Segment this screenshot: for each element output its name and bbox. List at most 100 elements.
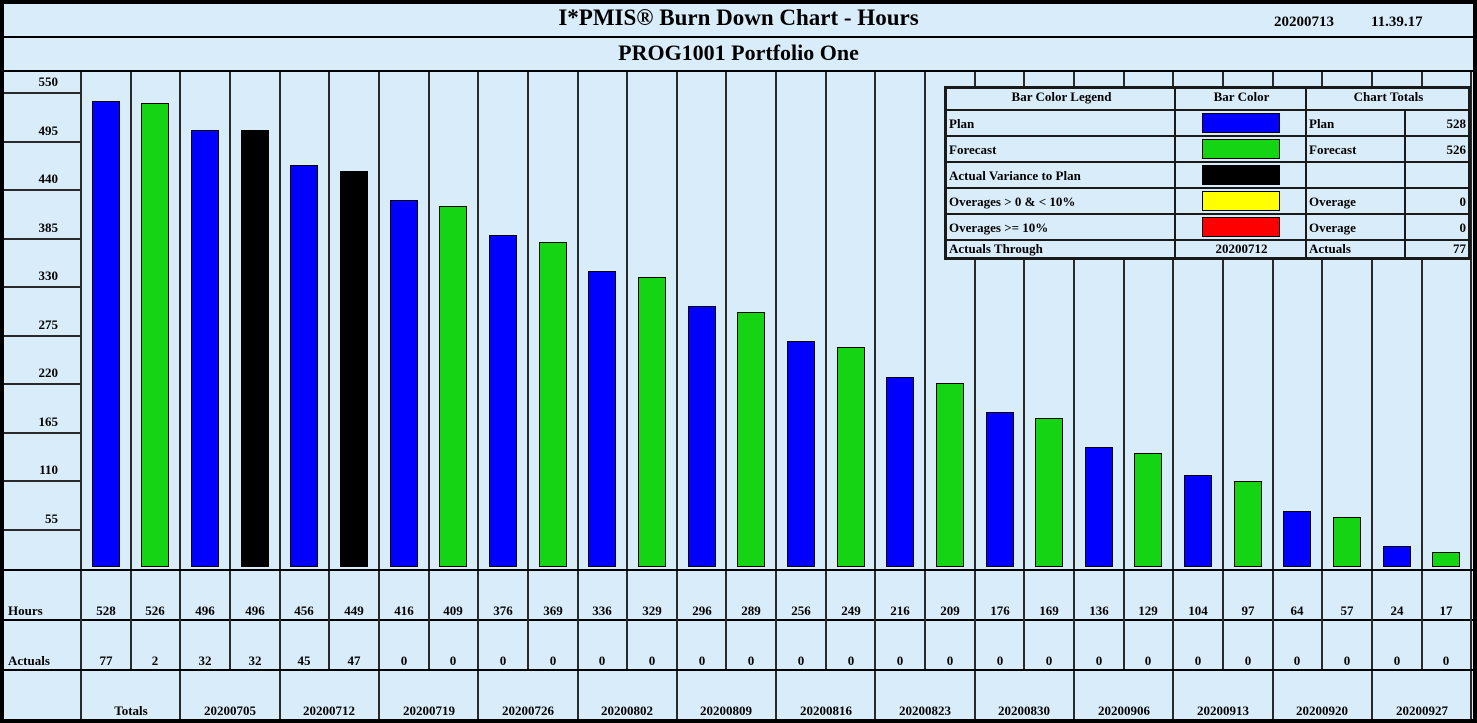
date-column-line: [1073, 671, 1075, 719]
legend-actuals-label: Actuals: [1306, 240, 1405, 258]
hours-value: 376: [493, 603, 513, 618]
column-line: [825, 72, 827, 569]
date-column-line: [1272, 671, 1274, 719]
column-line: [1172, 72, 1174, 569]
y-tick-label: 55: [45, 510, 58, 526]
table-column-line: [924, 571, 926, 669]
actuals-value: 0: [598, 653, 606, 668]
actuals-value: 0: [896, 653, 904, 668]
actuals-label: Actuals: [8, 653, 50, 668]
actuals-value: 45: [297, 653, 311, 668]
legend-row-label: Overages >= 10%: [946, 214, 1175, 240]
bar-forecast: [539, 242, 567, 567]
actuals-value: 32: [198, 653, 212, 668]
table-column-line: [1371, 571, 1373, 669]
hours-row: Hours: [4, 571, 1473, 619]
date-column-line: [974, 671, 976, 719]
bar-forecast: [1035, 418, 1063, 567]
hours-value: 209: [940, 603, 960, 618]
y-axis-divider: [4, 480, 80, 482]
hours-value: 129: [1138, 603, 1158, 618]
column-line: [874, 72, 876, 569]
y-tick-label: 440: [38, 171, 59, 186]
legend-total-value: 528: [1405, 110, 1469, 136]
date-column-line: [80, 671, 82, 719]
table-column-line: [1421, 571, 1423, 669]
y-tick-label: 385: [38, 219, 59, 235]
actuals-value: 0: [1144, 653, 1152, 668]
bar-plan: [489, 235, 517, 567]
y-tick-label: 110: [39, 462, 58, 477]
actuals-row: Actuals: [4, 621, 1473, 669]
legend-swatch: [1202, 139, 1280, 159]
date-column-line: [676, 671, 678, 719]
column-line: [80, 72, 82, 569]
legend-total-value: 526: [1405, 136, 1469, 162]
bar-forecast: [837, 347, 865, 567]
hours-value: 409: [443, 603, 463, 618]
table-column-line: [477, 571, 479, 669]
table-column-line: [80, 571, 82, 669]
column-line: [924, 72, 926, 569]
category-label: 20200830: [998, 703, 1050, 718]
table-column-line: [1172, 571, 1174, 669]
bar-plan: [390, 200, 418, 567]
legend-header-label: Bar Color Legend: [946, 88, 1175, 110]
legend-actuals-value: 77: [1405, 240, 1469, 258]
actuals-value: 0: [1293, 653, 1301, 668]
actuals-value: 0: [946, 653, 954, 668]
table-column-line: [775, 571, 777, 669]
stamp-date: 20200713: [1274, 14, 1334, 30]
column-line: [626, 72, 628, 569]
table-column-line: [328, 571, 330, 669]
bar-plan: [191, 130, 219, 567]
legend-total-label: Forecast: [1306, 136, 1405, 162]
actuals-value: 0: [499, 653, 507, 668]
hours-label: Hours: [8, 603, 43, 618]
column-line: [1272, 72, 1274, 569]
y-axis-divider: [4, 528, 80, 531]
y-axis-divider: [4, 189, 80, 191]
actuals-value: 0: [400, 653, 408, 668]
legend-total-value: [1405, 162, 1469, 188]
bar-plan: [1085, 447, 1113, 567]
actuals-value: 0: [1343, 653, 1351, 668]
hours-value: 136: [1089, 603, 1109, 618]
hours-value: 256: [791, 603, 811, 618]
date-column-line: [1470, 671, 1472, 719]
hours-value: 64: [1290, 603, 1304, 618]
actuals-value: 0: [1442, 653, 1450, 668]
actuals-value: 0: [1045, 653, 1053, 668]
hours-value: 216: [890, 603, 910, 618]
hours-value: 24: [1390, 603, 1404, 618]
table-column-line: [626, 571, 628, 669]
legend-swatch-cell: [1175, 162, 1306, 188]
hours-value: 369: [543, 603, 563, 618]
category-label: 20200809: [700, 703, 752, 718]
category-label: 20200712: [303, 703, 355, 718]
actuals-value: 0: [1393, 653, 1401, 668]
legend-swatch-cell: [1175, 214, 1306, 240]
bar-plan: [688, 306, 716, 567]
table-column-line: [1321, 571, 1323, 669]
actuals-value: 0: [996, 653, 1004, 668]
category-label: 20200726: [502, 703, 554, 718]
date-column-line: [775, 671, 777, 719]
legend-swatch-cell: [1175, 110, 1306, 136]
column-line: [279, 72, 281, 569]
actuals-value: 0: [1244, 653, 1252, 668]
category-label: 20200705: [204, 703, 256, 718]
table-column-line: [676, 571, 678, 669]
column-line: [775, 72, 777, 569]
table-column-line: [974, 571, 976, 669]
category-label: 20200906: [1098, 703, 1150, 718]
table-column-line: [179, 571, 181, 669]
table-column-line: [1470, 571, 1472, 669]
table-column-line: [1123, 571, 1125, 669]
column-line: [179, 72, 181, 569]
date-column-line: [279, 671, 281, 719]
actuals-value: 0: [698, 653, 706, 668]
hours-value: 176: [990, 603, 1010, 618]
hours-value: 17: [1439, 603, 1453, 618]
category-label: 20200719: [403, 703, 455, 718]
